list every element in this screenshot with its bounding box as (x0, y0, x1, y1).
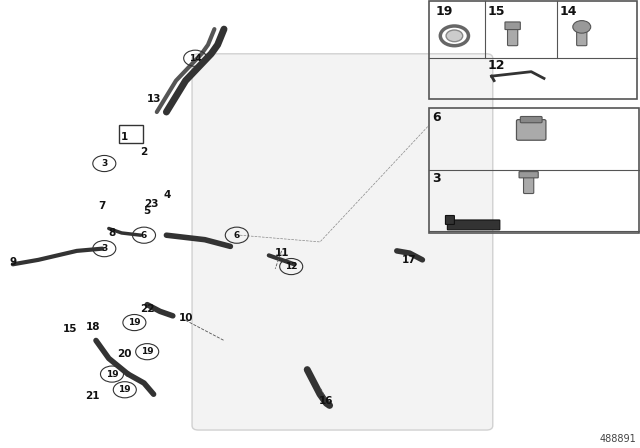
Text: 8: 8 (108, 228, 116, 238)
Text: 1: 1 (121, 132, 129, 142)
Text: 6: 6 (432, 111, 440, 124)
Text: 19: 19 (141, 347, 154, 356)
Text: 19: 19 (118, 385, 131, 394)
Bar (429, 1, 637, 99)
Text: 23: 23 (145, 199, 159, 209)
Text: 4: 4 (164, 190, 172, 200)
FancyBboxPatch shape (524, 175, 534, 194)
Text: 6: 6 (234, 231, 240, 240)
Text: 7: 7 (99, 201, 106, 211)
Text: 22: 22 (140, 304, 154, 314)
Text: 3: 3 (101, 159, 108, 168)
Text: 19: 19 (106, 370, 118, 379)
Text: 5: 5 (143, 206, 151, 215)
FancyBboxPatch shape (520, 116, 542, 123)
Text: 19: 19 (435, 5, 452, 18)
Text: 2: 2 (140, 147, 148, 157)
FancyBboxPatch shape (577, 26, 587, 46)
FancyBboxPatch shape (516, 120, 546, 140)
Text: 6: 6 (141, 231, 147, 240)
Text: 12: 12 (285, 262, 298, 271)
Text: 11: 11 (275, 248, 289, 258)
FancyBboxPatch shape (192, 54, 493, 430)
Circle shape (446, 30, 463, 42)
FancyBboxPatch shape (519, 172, 538, 178)
Text: 3: 3 (101, 244, 108, 253)
Text: 14: 14 (189, 54, 202, 63)
Text: 9: 9 (9, 257, 17, 267)
Text: 14: 14 (559, 5, 577, 18)
Text: 20: 20 (118, 349, 132, 359)
Text: 19: 19 (128, 318, 141, 327)
Text: 18: 18 (86, 322, 100, 332)
Text: 17: 17 (403, 255, 417, 265)
Text: 15: 15 (63, 324, 77, 334)
Bar (119, 125, 143, 143)
FancyBboxPatch shape (445, 215, 454, 224)
Text: 488891: 488891 (600, 435, 637, 444)
Text: 3: 3 (432, 172, 440, 185)
Text: 12: 12 (488, 59, 505, 72)
Text: 15: 15 (488, 5, 505, 18)
FancyBboxPatch shape (447, 220, 500, 230)
FancyBboxPatch shape (505, 22, 520, 30)
Text: 16: 16 (319, 396, 333, 406)
Text: 13: 13 (147, 94, 161, 103)
Text: 21: 21 (86, 392, 100, 401)
Circle shape (573, 21, 591, 33)
Text: 10: 10 (179, 313, 193, 323)
FancyBboxPatch shape (508, 26, 518, 46)
Bar (429, 108, 639, 233)
